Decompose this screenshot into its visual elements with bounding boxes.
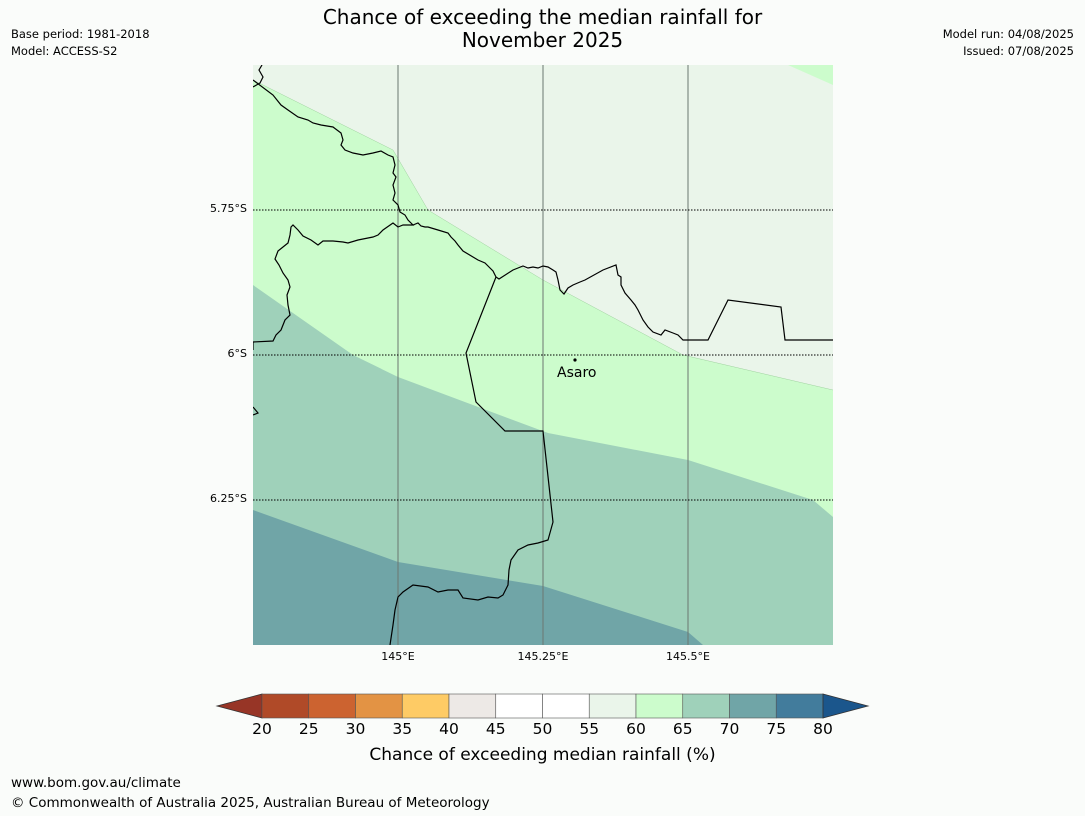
colorbar-tick-label: 20 (252, 720, 272, 738)
zone-60-65-corner (788, 65, 833, 85)
colorbar-segment (448, 693, 497, 719)
colorbar-segment (261, 693, 310, 719)
colorbar-tick-label: 35 (392, 720, 413, 738)
colorbar-segment (729, 693, 777, 719)
lat-label-6: 6°S (227, 347, 247, 360)
colorbar-tick-label: 50 (532, 720, 553, 738)
colorbar-segment (542, 693, 590, 719)
colorbar-label: Chance of exceeding median rainfall (%) (369, 745, 716, 765)
base-period-text: Base period: 1981-2018 (11, 27, 150, 41)
lat-label-5-75: 5.75°S (210, 202, 247, 215)
colorbar-tick-label: 25 (298, 720, 319, 738)
footer-copyright: © Commonwealth of Australia 2025, Austra… (11, 795, 490, 811)
colorbar-tick-label: 45 (485, 720, 506, 738)
province-borders (253, 65, 833, 645)
colorbar-tick-label: 80 (813, 720, 833, 738)
colorbar-segment (495, 693, 543, 719)
colorbar-tick-label: 40 (439, 720, 459, 738)
asaro-marker (573, 358, 577, 362)
colorbar-segment (308, 693, 356, 719)
colorbar-under-arrow (215, 693, 263, 719)
colorbar-tick-label: 70 (719, 720, 740, 738)
map-title-line1: Chance of exceeding the median rainfall … (322, 5, 763, 29)
meta-right: Model run: 04/08/2025 Issued: 07/08/2025 (943, 26, 1074, 60)
model-text: Model: ACCESS-S2 (11, 44, 118, 58)
lon-label-145-5: 145.5°E (666, 650, 710, 663)
colorbar-tick-label: 55 (579, 720, 600, 738)
meta-left: Base period: 1981-2018 Model: ACCESS-S2 (11, 26, 150, 60)
lat-label-6-25: 6.25°S (210, 492, 247, 505)
colorbar-segment (775, 693, 824, 719)
colorbar-segment (682, 693, 730, 719)
colorbar-segment (355, 693, 403, 719)
asaro-label: Asaro (557, 365, 597, 381)
colorbar-tick-label: 75 (766, 720, 787, 738)
colorbar-tick-label: 60 (626, 720, 646, 738)
map-title-line2: November 2025 (461, 28, 624, 52)
colorbar-tick-label: 65 (672, 720, 693, 738)
contour-60 (253, 79, 833, 391)
map-title: Chance of exceeding the median rainfall … (0, 6, 1085, 52)
lon-label-145: 145°E (381, 650, 415, 663)
colorbar-segment (588, 693, 637, 719)
model-run-text: Model run: 04/08/2025 (942, 27, 1074, 41)
zone-70-75 (253, 510, 703, 645)
colorbar-segment (401, 693, 450, 719)
lon-label-145-25: 145.25°E (517, 650, 569, 663)
colorbar (215, 693, 870, 719)
colorbar-over-arrow (822, 693, 870, 719)
colorbar-tick-label: 30 (345, 720, 366, 738)
rainfall-map (253, 65, 833, 645)
issued-text: Issued: 07/08/2025 (963, 44, 1074, 58)
footer-url[interactable]: www.bom.gov.au/climate (11, 775, 181, 791)
colorbar-segment (635, 693, 684, 719)
